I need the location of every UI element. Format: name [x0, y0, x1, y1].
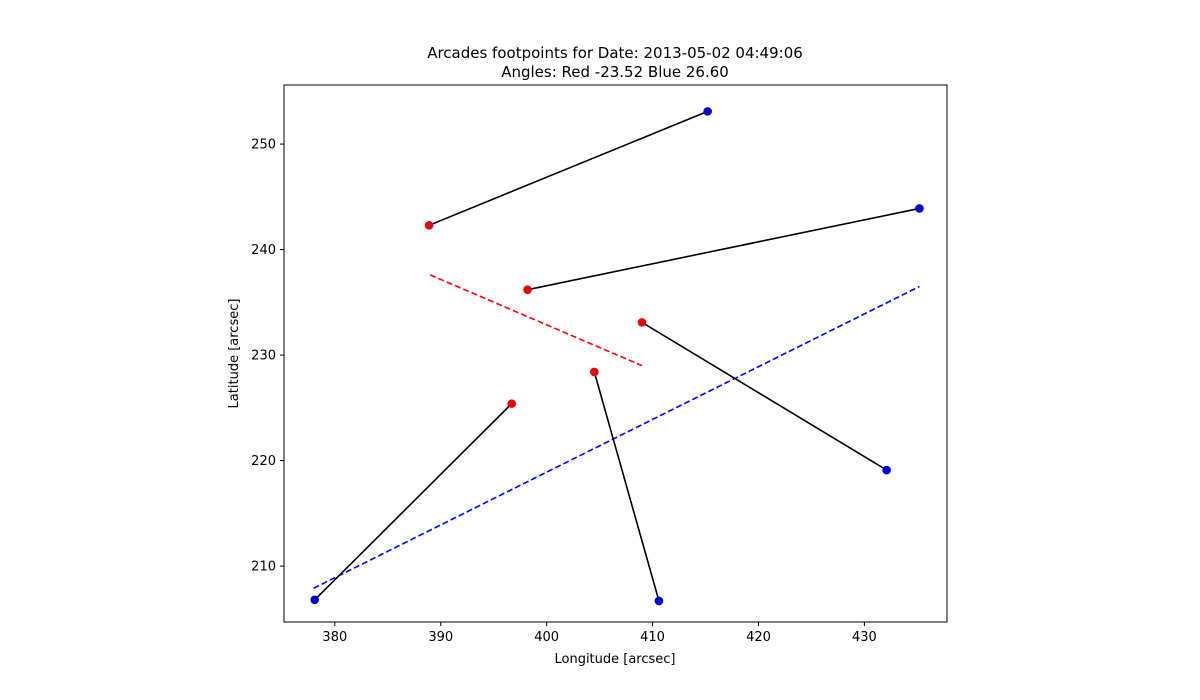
- x-tick-label-400: 400: [534, 630, 559, 645]
- y-axis-label: Latitude [arcsec]: [227, 299, 242, 409]
- chart-title-line2: Angles: Red -23.52 Blue 26.60: [501, 63, 729, 81]
- red-fit-line: [429, 274, 643, 367]
- blue-footpoint-4: [654, 596, 664, 606]
- red-footpoint-4: [590, 367, 599, 377]
- red-footpoint-1: [424, 221, 434, 230]
- arcade-connector-4: [593, 371, 660, 602]
- blue-fit-line: [313, 285, 920, 589]
- blue-footpoint-2: [915, 204, 924, 213]
- blue-footpoint-5: [310, 595, 320, 605]
- blue-footpoint-3: [882, 465, 891, 475]
- red-footpoint-3: [637, 318, 647, 327]
- arcade-connector-1: [428, 110, 708, 227]
- y-tick-label-230: 230: [251, 349, 276, 364]
- arcade-connector-2: [527, 207, 920, 291]
- y-tick-label-220: 220: [251, 454, 276, 469]
- x-tick-label-410: 410: [640, 630, 665, 645]
- x-tick-label-430: 430: [852, 630, 877, 645]
- y-axis-ticks: 210 220 230 240 250: [251, 138, 284, 575]
- red-footpoint-2: [523, 285, 532, 294]
- red-footpoint-5: [507, 399, 517, 408]
- x-tick-label-420: 420: [746, 630, 771, 645]
- y-tick-label-250: 250: [251, 138, 276, 153]
- plot-area-frame: [283, 84, 948, 623]
- y-tick-label-210: 210: [251, 560, 276, 575]
- x-tick-label-380: 380: [322, 630, 347, 645]
- plot-marks: [310, 107, 924, 606]
- blue-footpoint-1: [703, 107, 712, 116]
- arcade-connector-3: [641, 321, 888, 471]
- y-tick-label-240: 240: [251, 243, 276, 258]
- chart-title-line1: Arcades footpoints for Date: 2013-05-02 …: [427, 44, 803, 62]
- x-axis-label: Longitude [arcsec]: [554, 652, 675, 667]
- x-axis-ticks: 380 390 400 410 420 430: [322, 622, 877, 645]
- x-tick-label-390: 390: [428, 630, 453, 645]
- arcade-connector-5: [314, 403, 513, 601]
